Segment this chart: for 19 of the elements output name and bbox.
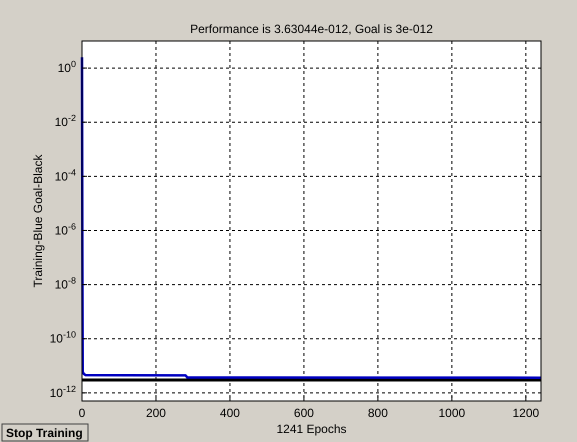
text: Stop Training bbox=[6, 426, 83, 440]
x-tick-label: 0 bbox=[78, 406, 86, 420]
x-axis-title: 1241 Epochs bbox=[276, 422, 347, 436]
y-tick-label: 10$^{-10}$ bbox=[50, 330, 76, 346]
line-series bbox=[80, 56, 542, 379]
x-tick-label: 1000 bbox=[438, 406, 466, 420]
chart-title: Performance is 3.63044e-012, Goal is 3e-012 bbox=[190, 22, 434, 36]
y-tick-label: 10$^{-4}$ bbox=[54, 167, 76, 184]
x-tick-label: 1200 bbox=[512, 406, 540, 420]
y-tick-label: 10$^{-2}$ bbox=[54, 113, 76, 130]
y-tick-label: 10$^{0}$ bbox=[58, 59, 76, 76]
x-tick-label: 400 bbox=[220, 406, 240, 420]
y-axis-title: Training-Blue Goal-Black bbox=[31, 154, 45, 288]
y-tick-label: 10$^{-8}$ bbox=[54, 276, 76, 292]
x-tick-label: 200 bbox=[146, 406, 166, 420]
x-tick-label: 800 bbox=[368, 406, 388, 420]
y-tick-label: 10$^{-6}$ bbox=[54, 221, 76, 238]
y-tick-label: 10$^{-12}$ bbox=[50, 384, 76, 400]
x-tick-label: 600 bbox=[294, 406, 314, 420]
